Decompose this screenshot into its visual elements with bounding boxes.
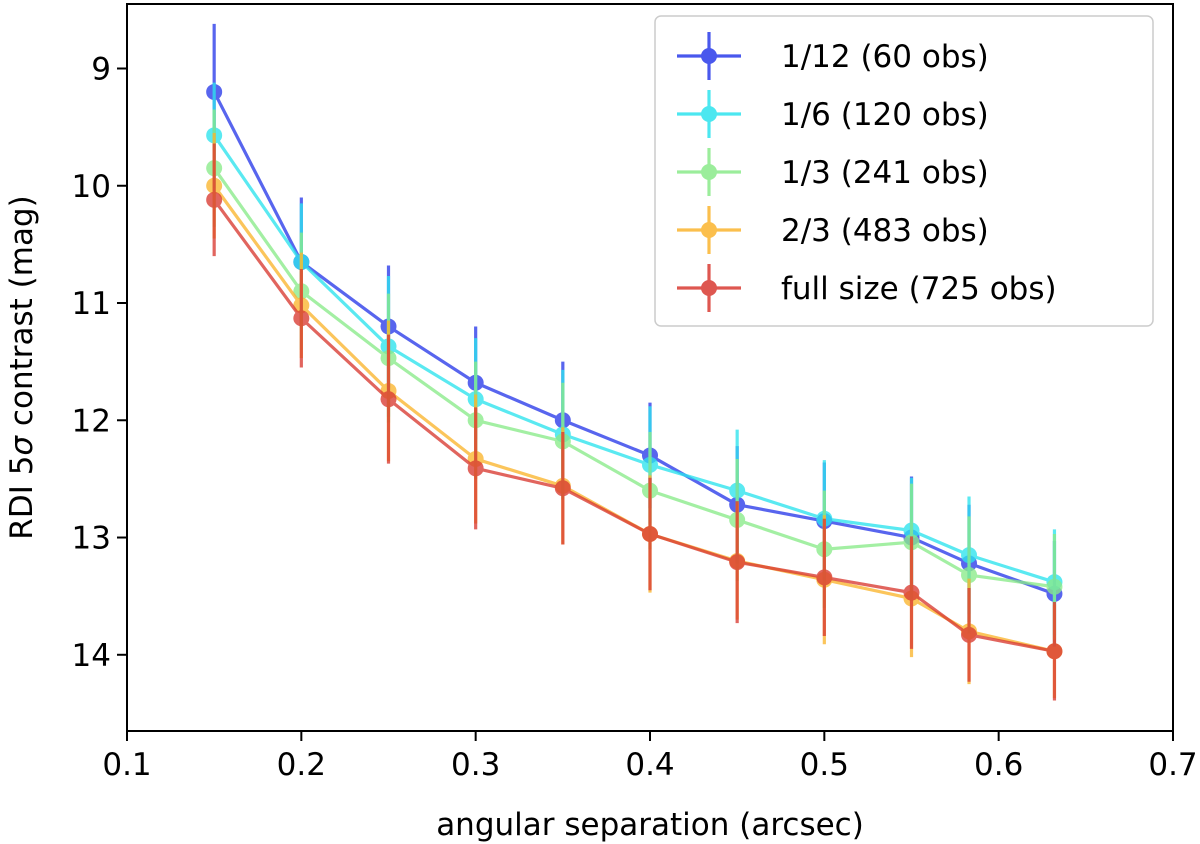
data-point [961,626,978,643]
y-axis: 9 10 11 12 13 14 [72,51,127,674]
legend-label: full size (725 obs) [781,271,1057,307]
y-tick-label: 9 [91,51,111,87]
legend-marker [701,164,717,180]
legend-marker [701,222,717,238]
legend-item [677,206,741,254]
x-tick-label: 0.1 [102,747,151,783]
y-tick-label: 13 [72,521,111,557]
x-axis: 0.1 0.2 0.3 0.4 0.5 0.6 0.7 [102,731,1198,783]
legend-item [677,148,741,196]
x-tick-label: 0.7 [1148,747,1197,783]
y-axis-label-prefix: RDI 5 [4,456,40,540]
legend-marker [701,106,717,122]
data-point [1046,578,1063,595]
legend-item [677,90,741,138]
data-point [816,569,833,586]
legend-item [677,32,741,80]
legend-marker [701,280,717,296]
legend-marker [701,48,717,64]
data-point [1046,643,1063,660]
y-axis-label-suffix: contrast (mag) [4,195,40,436]
data-point [554,480,571,497]
legend-label: 1/12 (60 obs) [781,39,989,75]
data-point [903,584,920,601]
y-axis-label: RDI 5σ contrast (mag) [4,195,40,539]
y-tick-label: 12 [72,403,111,439]
data-point [380,391,397,408]
y-tick-label: 10 [72,169,111,205]
x-tick-label: 0.5 [800,747,849,783]
data-point [206,191,223,208]
data-point [729,554,746,571]
legend-label: 2/3 (483 obs) [781,213,989,249]
y-tick-label: 14 [72,638,111,674]
x-tick-label: 0.4 [625,747,674,783]
data-point [961,567,978,584]
x-axis-label: angular separation (arcsec) [436,807,864,843]
x-tick-label: 0.2 [277,747,326,783]
legend: 1/12 (60 obs) 1/6 (120 obs) 1/3 (241 obs) 2… [654,15,1154,327]
x-tick-label: 0.6 [974,747,1023,783]
legend-box [654,15,1154,327]
data-point [293,310,310,327]
x-tick-label: 0.3 [451,747,500,783]
data-point [467,460,484,477]
legend-item [677,264,741,312]
y-tick-label: 11 [72,286,111,322]
data-point [642,526,658,543]
series-5 [206,143,1063,701]
legend-label: 1/6 (120 obs) [781,97,989,133]
y-axis-label-sigma: σ [4,435,40,456]
legend-label: 1/3 (241 obs) [781,155,989,191]
series-layer [206,23,1063,701]
